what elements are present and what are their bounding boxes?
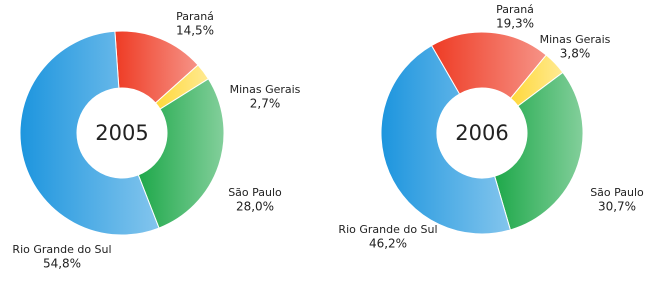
value-label: 14,5% [176,24,214,38]
chart-title: 2006 [455,121,508,145]
slice-label: São Paulo [228,186,282,199]
donut-slice [494,71,584,231]
donut-slice [19,30,160,236]
donut-slice [137,78,225,229]
value-label: 54,8% [43,257,81,271]
slice-label: São Paulo [590,186,644,199]
donut-slice [430,31,547,99]
value-label: 46,2% [369,237,407,251]
slice-label: Paraná [176,10,214,23]
value-label: 28,0% [236,200,274,214]
value-label: 2,7% [250,97,281,111]
value-label: 30,7% [598,200,636,214]
slice-label: Rio Grande do Sul [12,243,111,256]
value-label: 19,3% [496,17,534,31]
chart-title: 2005 [95,121,148,145]
slice-label: Rio Grande do Sul [338,223,437,236]
value-label: 3,8% [560,47,591,61]
slice-label: Paraná [496,3,534,16]
slice-label: Minas Gerais [540,33,611,46]
slice-label: Minas Gerais [230,83,301,96]
donut-slice [380,44,512,235]
